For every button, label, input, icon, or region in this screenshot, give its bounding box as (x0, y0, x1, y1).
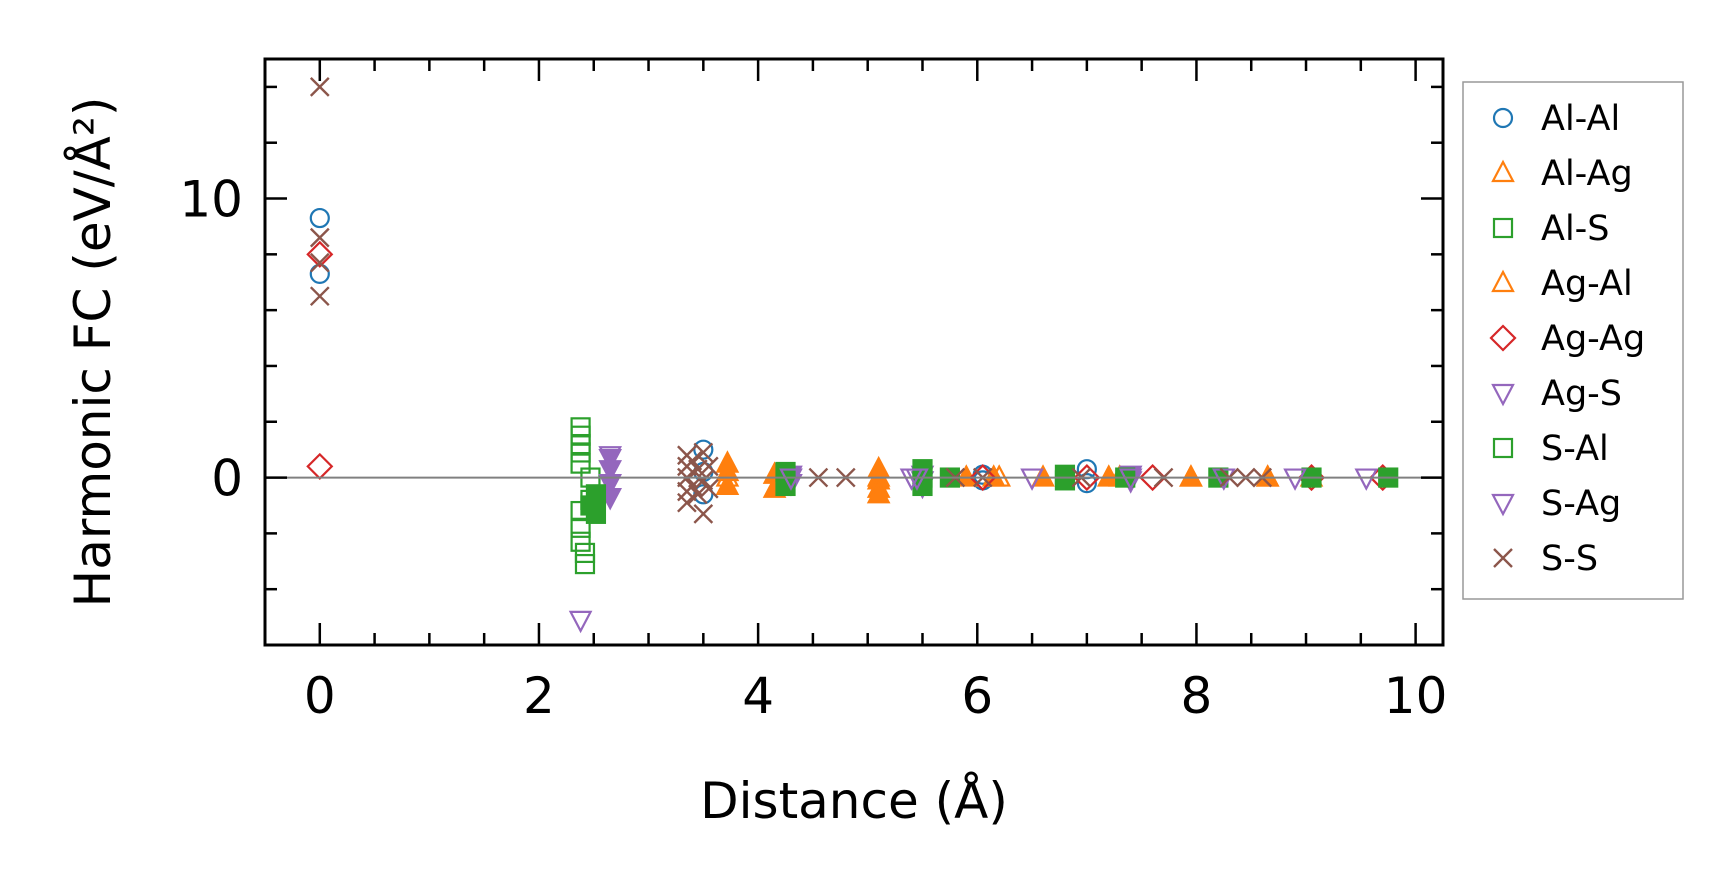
data-point-ag-ag (306, 452, 334, 480)
data-point-s-s (677, 492, 697, 513)
data-point-al-ag (866, 480, 891, 504)
data-point-s-s (309, 286, 330, 307)
legend-marker (1493, 548, 1513, 568)
data-point-s-s (687, 459, 708, 480)
legend-label: S-S (1541, 539, 1598, 579)
data-point-s-ag (1020, 468, 1044, 491)
data-point-s-s (682, 476, 703, 496)
data-point-s-s (687, 484, 708, 505)
data-point-s-al (585, 484, 607, 505)
data-point-ag-al (715, 464, 740, 487)
legend-label: Al-S (1541, 209, 1610, 249)
legend: Al-Al Al-Ag Al-S Ag-Al Ag-Ag Ag-S S-Al S-Ag S-S (1462, 81, 1684, 600)
data-point-s-ag (779, 468, 803, 491)
legend-label: Al-Al (1541, 99, 1620, 139)
series-ag-ag (306, 240, 1397, 492)
x-tick-label: 4 (742, 667, 774, 725)
data-point-al-s (570, 531, 591, 552)
data-point-ag-al (866, 464, 891, 487)
data-point-s-s (693, 503, 714, 524)
data-point-s-ag (1354, 468, 1379, 491)
legend-marker (1491, 269, 1515, 293)
data-point-al-ag (715, 472, 740, 496)
legend-marker (1492, 217, 1514, 239)
data-point-al-ag (1179, 464, 1203, 487)
series-al-al (309, 207, 1097, 505)
legend-marker (1491, 493, 1515, 517)
data-point-al-s (574, 553, 596, 575)
x-tick-label: 8 (1181, 667, 1213, 725)
x-tick-label: 6 (961, 667, 993, 725)
series-s-s (309, 77, 1273, 524)
data-point-s-s (693, 442, 714, 463)
legend-marker (1491, 159, 1515, 183)
data-point-s-s (309, 252, 330, 273)
data-point-ag-s (598, 460, 623, 483)
legend-label: S-Al (1541, 429, 1609, 469)
data-point-ag-ag (969, 464, 997, 492)
data-point-al-al (693, 439, 714, 460)
y-tick-label: 0 (211, 450, 243, 508)
tick-labels: 0 2 4 6 8 10 0 10 (179, 171, 1447, 725)
data-point-s-ag (1118, 468, 1143, 491)
data-point-s-ag (568, 610, 593, 634)
data-point-s-s (693, 470, 714, 491)
data-point-s-s (309, 77, 330, 97)
data-point-al-s (570, 517, 591, 538)
data-point-s-s (682, 450, 703, 471)
legend-marker (1492, 107, 1514, 129)
data-point-al-al (1076, 473, 1097, 494)
legend-marker (1489, 324, 1517, 352)
x-axis-label: Distance (Å) (700, 772, 1008, 830)
x-tick-label: 10 (1384, 667, 1448, 725)
legend-label: S-Ag (1541, 484, 1621, 524)
data-point-s-s (698, 456, 719, 477)
plot-frame (263, 57, 1445, 647)
legend-label: Al-Ag (1541, 154, 1633, 194)
data-point-s-ag (905, 468, 929, 491)
data-point-s-ag (598, 446, 623, 469)
data-point-al-s (574, 542, 596, 564)
legend-label: Ag-Ag (1541, 319, 1645, 359)
x-tick-label: 0 (304, 667, 336, 725)
data-point-s-ag (1283, 468, 1307, 491)
legend-label: Ag-Al (1541, 264, 1633, 304)
legend-marker (1491, 383, 1515, 407)
y-tick-label: 10 (179, 171, 243, 229)
data-point-s-al (1054, 470, 1076, 491)
legend-marker (1492, 437, 1514, 459)
data-point-al-al (309, 207, 330, 229)
data-point-al-s (570, 442, 591, 463)
data-point-ag-al (1179, 464, 1203, 487)
data-point-s-s (698, 478, 719, 499)
markers-layer (306, 77, 1399, 634)
data-point-ag-ag (306, 240, 334, 268)
legend-label: Ag-S (1541, 374, 1622, 414)
data-point-s-s (309, 227, 330, 248)
series-s-ag (568, 446, 1379, 634)
axis-ticks (265, 59, 1443, 647)
y-axis-label: Harmonic FC (eV/Å²) (64, 97, 122, 608)
x-tick-label: 2 (523, 667, 555, 725)
data-point-s-al (585, 503, 607, 524)
